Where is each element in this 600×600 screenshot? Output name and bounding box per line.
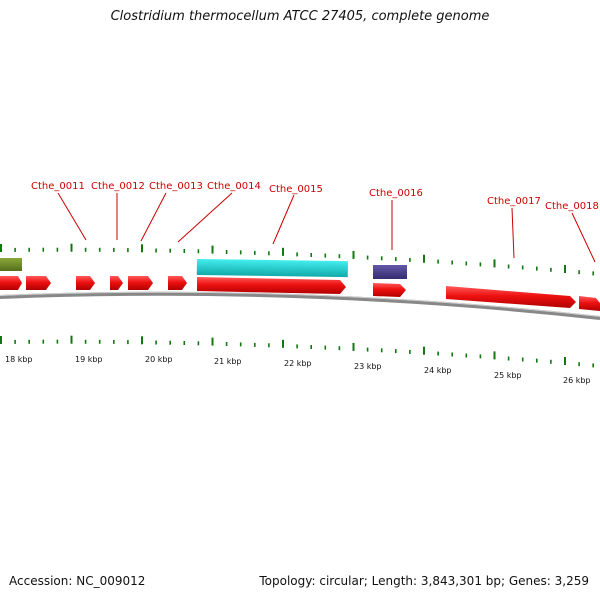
- cds-track: [0, 276, 600, 311]
- gene-label: Cthe_0012: [91, 181, 145, 192]
- callout-line: [57, 192, 87, 241]
- gene-label: Cthe_0018: [545, 201, 599, 212]
- upper-tick-row: [0, 243, 595, 276]
- purple-feature: [373, 265, 407, 279]
- callout-line: [272, 194, 295, 245]
- cds-arrow: [579, 296, 600, 311]
- cyan-feature: [196, 259, 348, 278]
- scale-label: 18 kbp: [5, 355, 33, 364]
- gene-label: Cthe_0017: [487, 196, 541, 207]
- genome-backbone: [0, 291, 600, 320]
- cds-arrow: [168, 276, 187, 290]
- scale-label: 26 kbp: [563, 376, 591, 385]
- scale-label: 24 kbp: [424, 366, 452, 375]
- cds-arrow: [76, 276, 95, 290]
- gene-label: Cthe_0014: [207, 181, 261, 192]
- cds-arrow: [0, 276, 22, 290]
- cds-arrow: [197, 277, 346, 294]
- scale-label: 20 kbp: [145, 355, 173, 364]
- cds-arrow: [110, 276, 123, 290]
- gene-label: Cthe_0013: [149, 181, 203, 192]
- gene-label: Cthe_0015: [269, 184, 323, 195]
- scale-label: 25 kbp: [494, 371, 522, 380]
- callout-line: [571, 212, 596, 263]
- cds-arrow: [446, 286, 576, 308]
- callout-line: [177, 192, 233, 243]
- olive-feature: [0, 258, 22, 271]
- scale-label: 21 kbp: [214, 357, 242, 366]
- genome-summary-text: Topology: circular; Length: 3,843,301 bp…: [259, 574, 589, 588]
- cds-arrow: [373, 283, 406, 297]
- callout-line: [511, 207, 515, 259]
- lower-tick-row: [0, 335, 595, 368]
- scale-label: 23 kbp: [354, 362, 382, 371]
- scale-label: 22 kbp: [284, 359, 312, 368]
- map-title: Clostridium thermocellum ATCC 27405, com…: [110, 9, 490, 24]
- gene-label: Cthe_0016: [369, 188, 423, 199]
- cds-arrow: [128, 276, 153, 290]
- label-callouts: [57, 192, 596, 263]
- cds-arrow: [26, 276, 51, 290]
- gene-label: Cthe_0011: [31, 181, 85, 192]
- accession-text: Accession: NC_009012: [9, 574, 146, 588]
- genome-backbone-highlight: [0, 291, 600, 317]
- callout-line: [140, 192, 167, 242]
- scale-label: 19 kbp: [75, 355, 103, 364]
